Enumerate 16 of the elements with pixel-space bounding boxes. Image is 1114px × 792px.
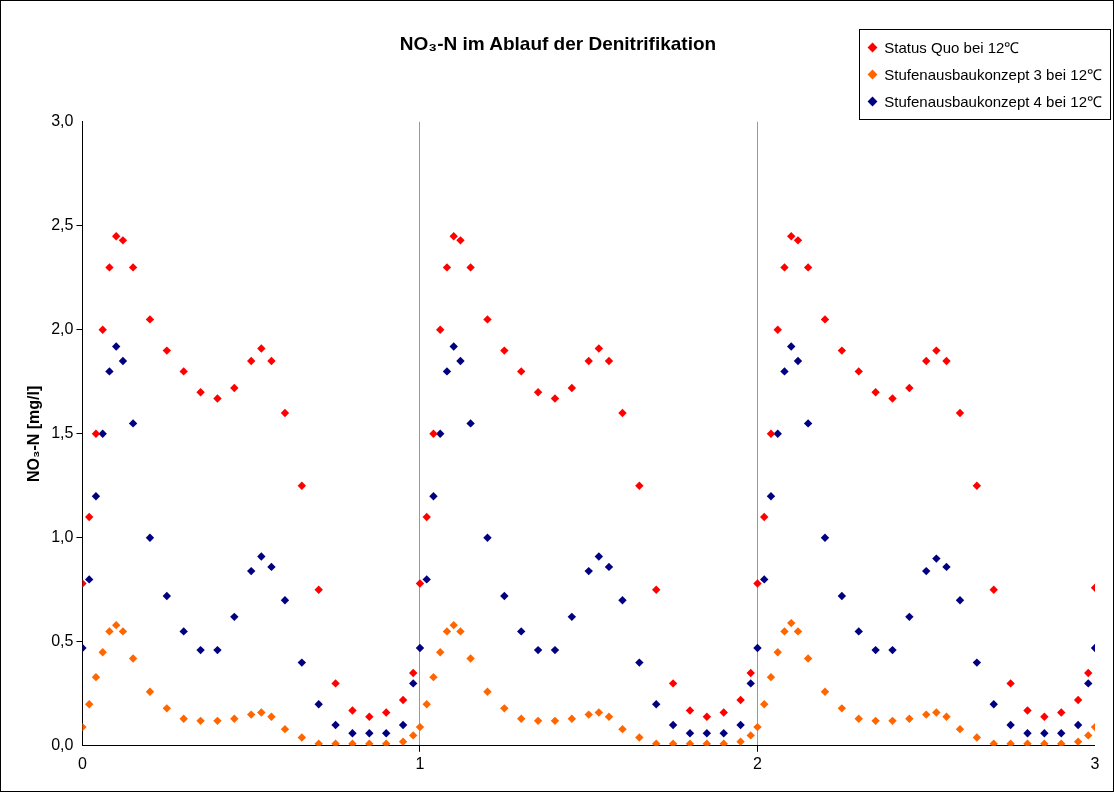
- y-tick-label: 0,0: [51, 736, 74, 754]
- y-tick-label: 2,0: [51, 320, 74, 338]
- y-tick-label: 1,5: [51, 424, 74, 442]
- y-tick-label: 1,0: [51, 528, 74, 546]
- x-tick-label: 2: [753, 754, 763, 772]
- y-axis-title: NO₃-N [mg/l]: [25, 385, 43, 482]
- chart-title: NO₃-N im Ablauf der Denitrifikation: [399, 32, 717, 54]
- legend-label: Stufenausbaukonzept 4 bei 12℃: [884, 92, 1102, 112]
- y-tick-label: 0,5: [51, 632, 74, 650]
- x-tick-label: 0: [77, 754, 87, 772]
- x-tick-label: 3: [1090, 754, 1100, 772]
- y-tick-label: 3,0: [51, 112, 74, 130]
- legend-label: Status Quo bei 12℃: [884, 38, 1020, 58]
- legend-label: Stufenausbaukonzept 3 bei 12℃: [884, 65, 1102, 85]
- x-tick-label: 1: [415, 754, 425, 772]
- y-tick-label: 2,5: [51, 216, 74, 234]
